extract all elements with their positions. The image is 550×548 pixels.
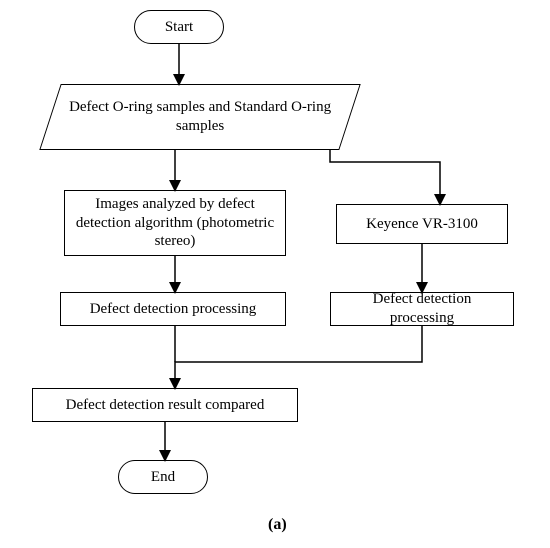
node-analyze-label: Images analyzed by defect detection algo…: [73, 195, 277, 251]
flowchart-canvas: Start Defect O-ring samples and Standard…: [0, 0, 550, 548]
caption-text: (a): [268, 516, 287, 533]
edge-proc_right-compare: [175, 326, 422, 388]
node-proc-left-label: Defect detection processing: [90, 300, 257, 319]
node-samples: Defect O-ring samples and Standard O-rin…: [39, 84, 360, 150]
node-compare-label: Defect detection result compared: [66, 396, 265, 415]
node-proc-right: Defect detection processing: [330, 292, 514, 326]
node-keyence-label: Keyence VR-3100: [366, 215, 478, 234]
node-proc-right-label: Defect detection processing: [339, 290, 505, 328]
node-start-label: Start: [165, 18, 193, 37]
node-start: Start: [134, 10, 224, 44]
node-analyze: Images analyzed by defect detection algo…: [64, 190, 286, 256]
node-samples-label: Defect O-ring samples and Standard O-rin…: [69, 99, 331, 134]
node-keyence: Keyence VR-3100: [336, 204, 508, 244]
edge-samples-keyence: [330, 150, 440, 204]
caption: (a): [268, 516, 287, 534]
node-compare: Defect detection result compared: [32, 388, 298, 422]
node-end-label: End: [151, 468, 175, 487]
node-end: End: [118, 460, 208, 494]
node-proc-left: Defect detection processing: [60, 292, 286, 326]
flowchart-edges: [0, 0, 550, 548]
